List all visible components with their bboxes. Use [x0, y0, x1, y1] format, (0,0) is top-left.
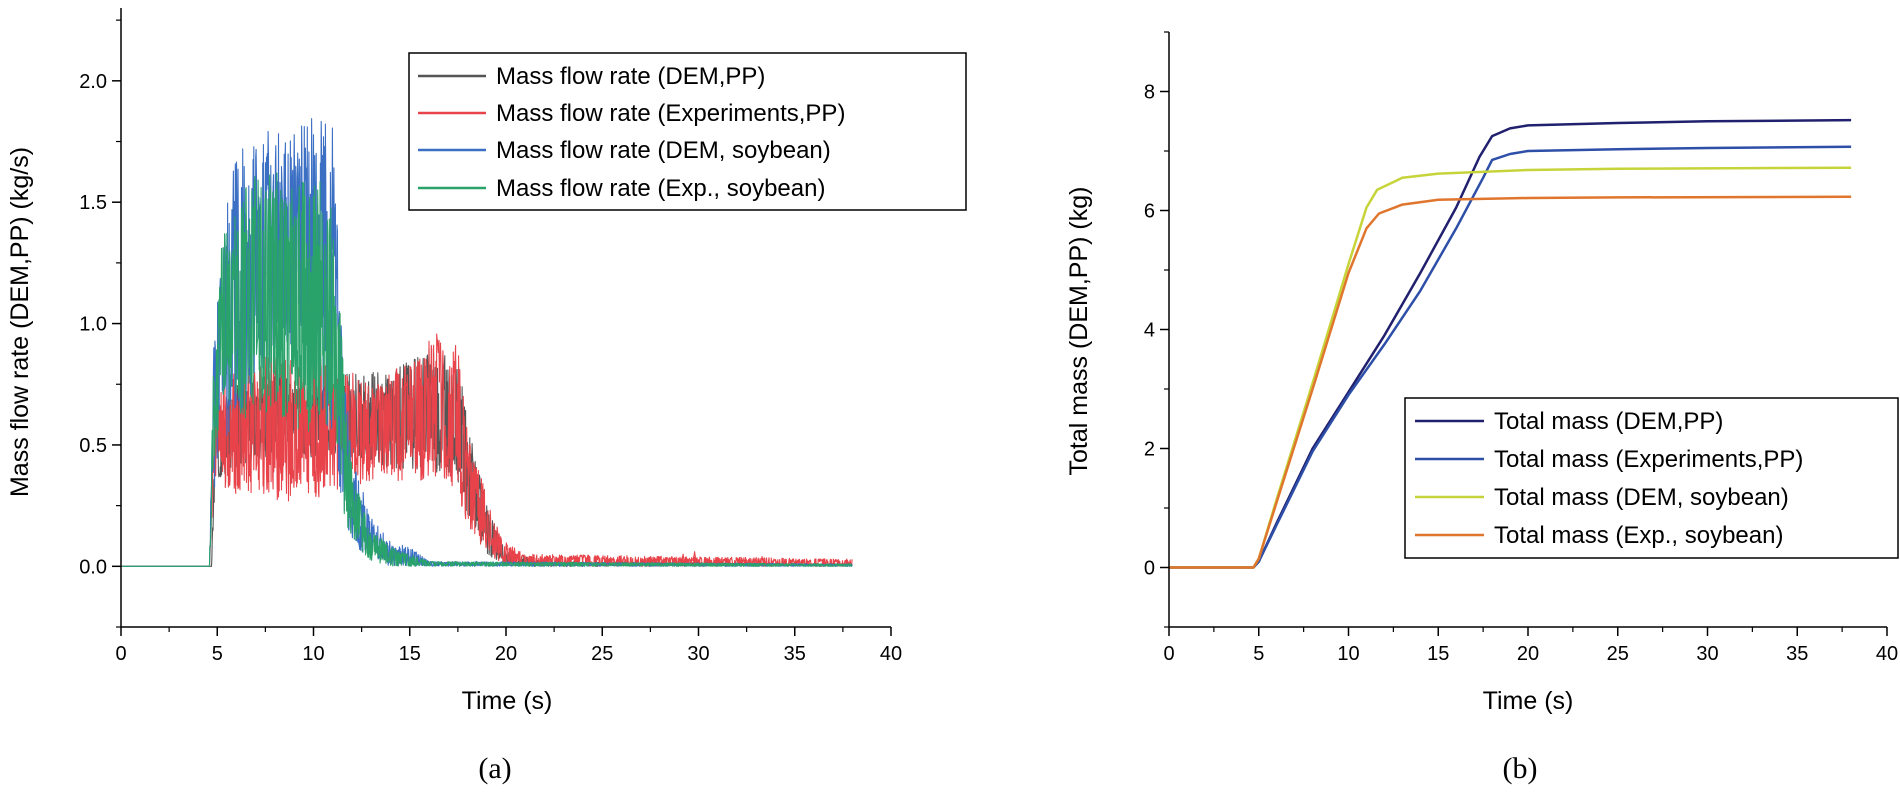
series-line-a-1 [120, 333, 853, 567]
legend-b-label-1: Total mass (Experiments,PP) [1494, 446, 1803, 473]
legend-a-label-0: Mass flow rate (DEM,PP) [496, 63, 765, 90]
legend-a-box [408, 52, 967, 211]
panel-b: 0 5 10 15 20 25 30 35 40 0 2 4 6 8 Time (s) Total mas… [1065, 31, 1899, 785]
legend-a-label-3: Mass flow rate (Exp., soybean) [496, 175, 825, 202]
x-axis-label-a: Time (s) [462, 687, 553, 715]
caption-b: (b) [1503, 752, 1538, 785]
x-tick-label-b-4: 20 [1517, 643, 1539, 665]
x-tick-label-b-7: 35 [1786, 643, 1808, 665]
y-tick-label-a-0: 0.0 [79, 556, 107, 578]
series-line-b-1 [1169, 145, 1852, 569]
legend-b-label-0: Total mass (DEM,PP) [1494, 408, 1723, 435]
y-axis-label-b: Total mass (DEM,PP) (kg) [1065, 187, 1093, 476]
legend-b-label-2: Total mass (DEM, soybean) [1494, 484, 1789, 511]
x-tick-label-b-3: 15 [1427, 643, 1449, 665]
plot-b-axes: 0 5 10 15 20 25 30 35 40 0 2 4 6 8 [1144, 31, 1898, 665]
y-tick-label-b-3: 6 [1144, 201, 1155, 223]
x-axis-label-b: Time (s) [1483, 687, 1574, 715]
x-tick-label-b-2: 10 [1337, 643, 1359, 665]
legend-a-label-2: Mass flow rate (DEM, soybean) [496, 137, 831, 164]
x-tick-label-a-3: 15 [399, 643, 421, 665]
x-tick-label-b-6: 30 [1696, 643, 1718, 665]
legend-a: Mass flow rate (DEM,PP) Mass flow rate (… [408, 52, 967, 211]
legend-b-label-3: Total mass (Exp., soybean) [1494, 522, 1783, 549]
y-tick-label-b-1: 2 [1144, 439, 1155, 461]
y-tick-label-a-1: 0.5 [79, 435, 107, 457]
x-tick-label-a-0: 0 [115, 643, 126, 665]
plot-b-series [1169, 118, 1852, 569]
x-tick-label-a-4: 20 [495, 643, 517, 665]
x-tick-label-a-6: 30 [687, 643, 709, 665]
y-tick-label-a-3: 1.5 [79, 192, 107, 214]
legend-b-box [1404, 397, 1899, 559]
y-axis-label-a: Mass flow rate (DEM,PP) (kg/s) [6, 147, 34, 497]
x-tick-label-a-8: 40 [880, 643, 902, 665]
x-tick-label-a-7: 35 [784, 643, 806, 665]
x-tick-label-b-1: 5 [1253, 643, 1264, 665]
y-tick-label-a-4: 2.0 [79, 71, 107, 93]
plot-a-axes: 0 5 10 15 20 25 30 35 40 0.0 0.5 1.0 1.5 2.0 [79, 8, 902, 665]
x-tick-label-b-0: 0 [1163, 643, 1174, 665]
x-tick-label-b-5: 25 [1607, 643, 1629, 665]
legend-a-label-1: Mass flow rate (Experiments,PP) [496, 100, 845, 127]
x-tick-label-a-5: 25 [591, 643, 613, 665]
panel-a: 0 5 10 15 20 25 30 35 40 0.0 0.5 1.0 1.5 2.0 Time (s)… [6, 8, 967, 785]
y-tick-label-b-4: 8 [1144, 82, 1155, 104]
caption-a: (a) [478, 752, 511, 785]
y-tick-label-b-2: 4 [1144, 320, 1155, 342]
series-line-a-3 [120, 172, 853, 567]
legend-b: Total mass (DEM,PP) Total mass (Experime… [1404, 397, 1899, 559]
y-tick-label-a-2: 1.0 [79, 314, 107, 336]
x-tick-label-b-8: 40 [1876, 643, 1898, 665]
x-tick-label-a-1: 5 [212, 643, 223, 665]
x-tick-label-a-2: 10 [302, 643, 324, 665]
y-tick-label-b-0: 0 [1144, 558, 1155, 580]
plot-a-series [120, 118, 853, 567]
series-line-b-3 [1169, 195, 1852, 569]
